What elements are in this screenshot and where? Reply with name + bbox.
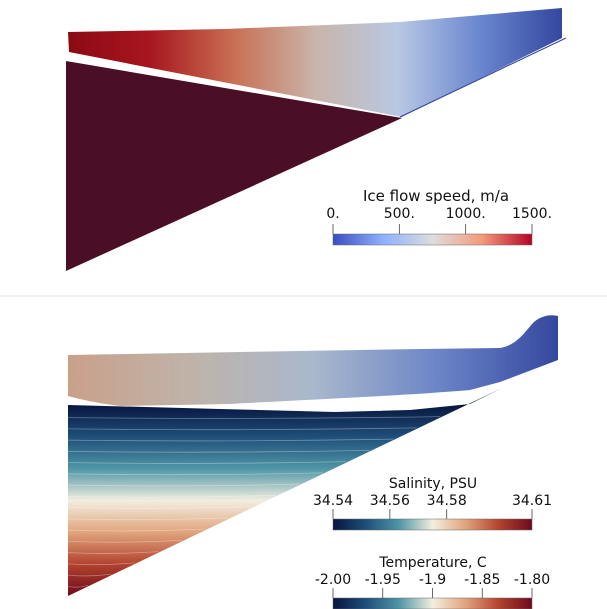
colorbar-ice-speed-tick-label: 500. [384,206,415,222]
colorbar-temperature-tick-label: -1.80 [514,572,550,588]
colorbar-ice-speed-tick-label: 1000. [446,206,486,222]
colorbar-salinity-bar [332,518,533,531]
contour-line [67,449,370,453]
colorbar-temperature-tick-label: -1.85 [464,572,500,588]
colorbar-temperature-tick-label: -1.9 [419,572,446,588]
colorbar-temperature-bar [332,597,533,609]
colorbar-temperature: Temperature, C -2.00 -1.95 -1.9 -1.85 -1.80 [315,555,550,609]
colorbar-ice-speed-tick-label: 1500. [512,206,552,222]
colorbar-salinity: Salinity, PSU 34.54 34.56 34.58 34.61 [313,476,552,531]
contour-line [67,562,136,566]
colorbar-salinity-tick-label: 34.54 [313,493,353,509]
colorbar-salinity-tick-label: 34.58 [427,493,467,509]
colorbar-salinity-title: Salinity, PSU [389,476,477,492]
ocean-cavity-bottom [68,388,502,596]
colorbar-salinity-tick-label: 34.61 [512,493,552,509]
bottom-panel [67,315,558,596]
colorbar-ice-speed-bar [332,233,533,246]
contour-line [67,427,417,431]
contour-line [67,438,394,442]
salinity-contours [67,416,441,588]
colorbar-temperature-tick-label: -1.95 [365,572,401,588]
contour-line [67,506,253,509]
ice-shelf-top [68,8,562,117]
contour-line [67,416,441,419]
colorbar-temperature-title: Temperature, C [378,555,487,571]
ocean-cavity-top [66,61,402,271]
contour-line [67,573,112,577]
contour-line [67,528,206,532]
colorbar-temperature-tick-label: -2.00 [315,572,351,588]
colorbar-ice-speed-tick-label: 0. [326,206,339,222]
ice-shelf-bottom [68,315,558,406]
contour-line [67,483,300,487]
colorbar-ice-speed-title: Ice flow speed, m/a [363,187,509,205]
contour-line [67,461,347,464]
grounding-line-top [399,37,567,118]
colorbar-salinity-tick-label: 34.56 [370,493,410,509]
contour-line [67,539,182,543]
contour-line [67,472,323,476]
contour-line [67,584,89,588]
top-panel [66,8,567,271]
colorbar-ice-speed: Ice flow speed, m/a 0. 500. 1000. 1500. [326,187,552,246]
contour-line [67,494,276,498]
contour-line [67,551,159,554]
contour-line [67,517,229,521]
